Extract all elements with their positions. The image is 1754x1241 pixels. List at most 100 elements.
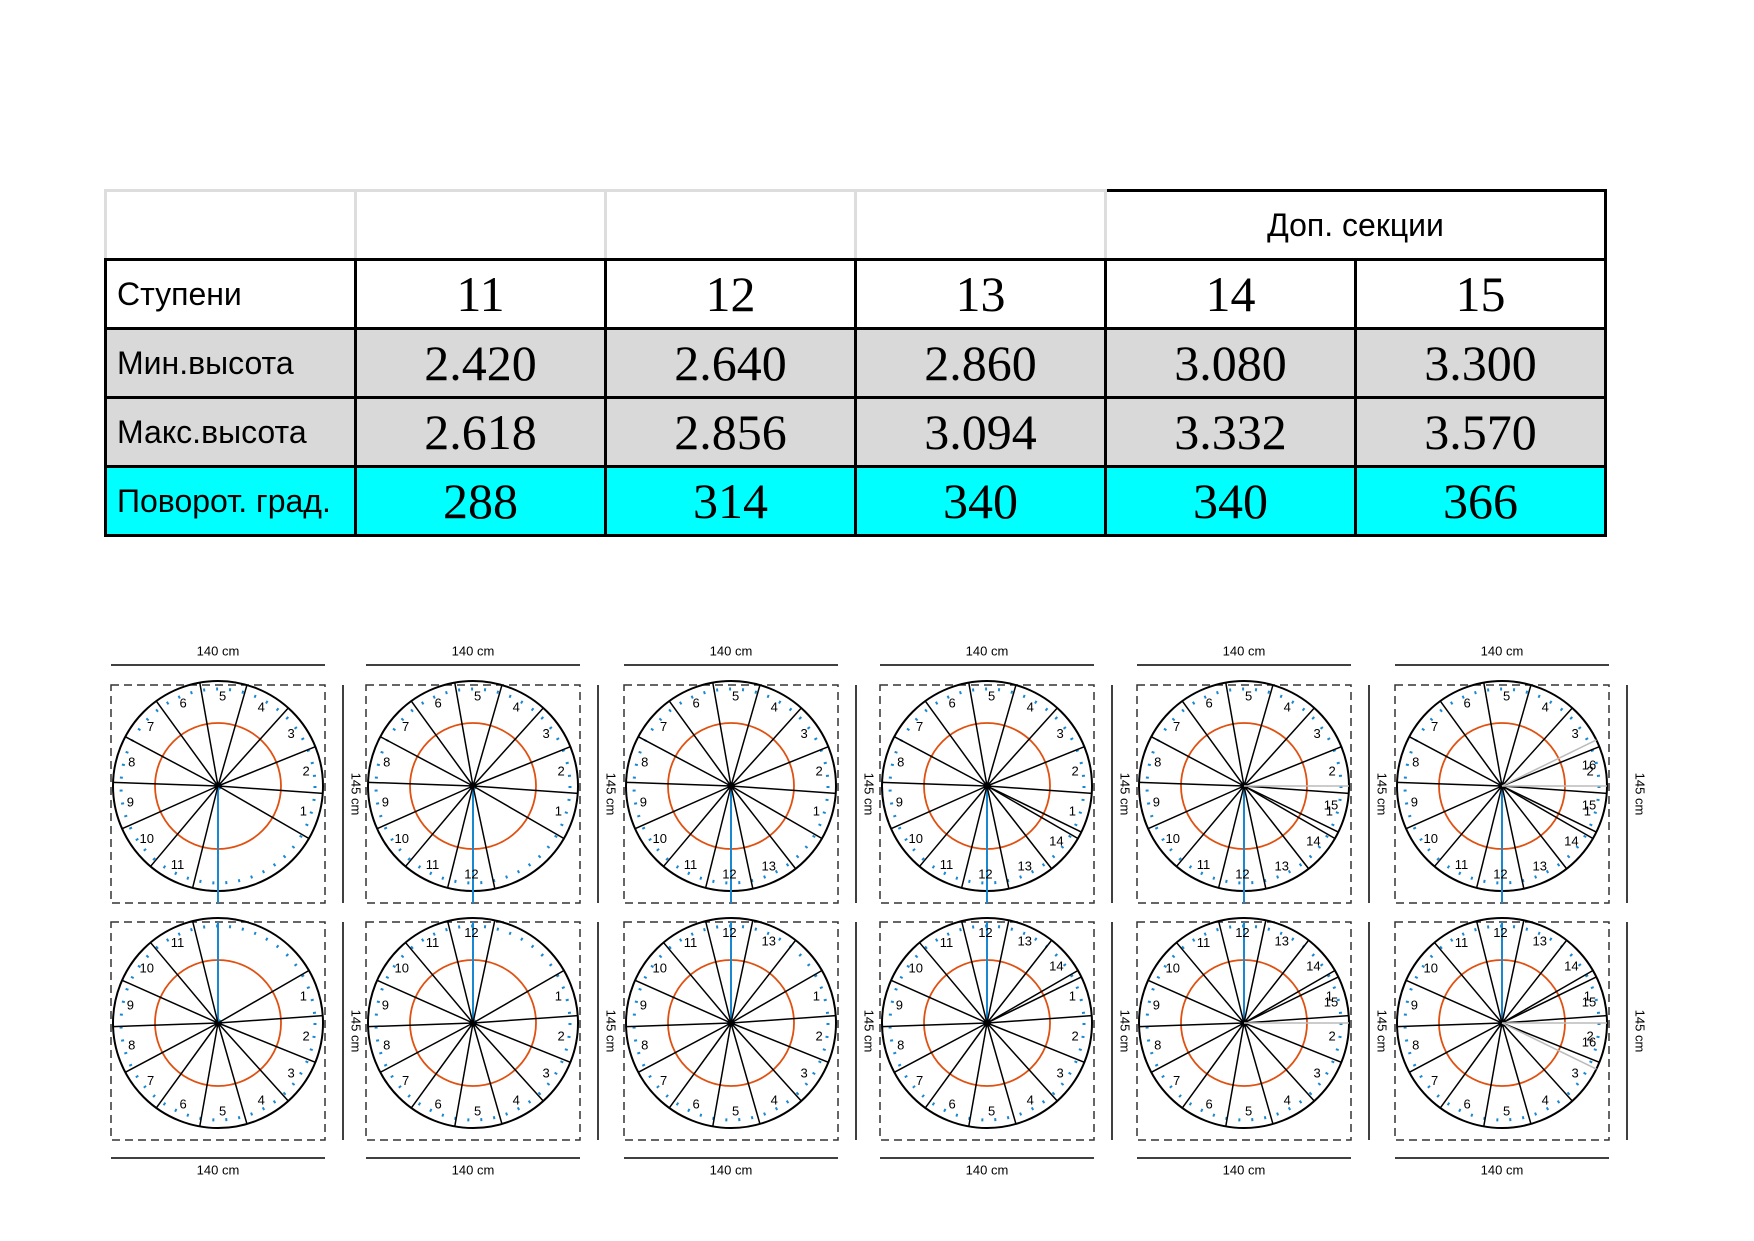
step-number: 10 (139, 831, 153, 846)
step-number: 4 (258, 699, 265, 714)
step-number: 6 (180, 695, 187, 710)
step-edge (730, 1022, 802, 1102)
step-edge (1181, 1022, 1245, 1109)
step-number: 14 (1306, 834, 1320, 849)
height-label: 145 cm (862, 773, 877, 816)
step-edge (986, 1014, 1092, 1024)
width-label: 140 cm (966, 643, 1009, 658)
step-edge (986, 684, 1017, 787)
step-number: 6 (693, 695, 700, 710)
step-edge (730, 1022, 829, 1064)
step-number: 5 (474, 688, 481, 703)
height-label: 145 cm (349, 1010, 364, 1053)
step-number: 3 (1056, 726, 1063, 741)
step-number: 14 (1564, 958, 1578, 973)
step-number: 4 (1542, 699, 1549, 714)
step-edge (968, 1022, 988, 1127)
width-label: 140 cm (1223, 1162, 1266, 1177)
step-number: 3 (1313, 726, 1320, 741)
blank-cell (354, 189, 607, 261)
step-number: 11 (940, 857, 954, 872)
width-label: 140 cm (710, 1162, 753, 1177)
step-edge (155, 700, 219, 787)
step-number: 12 (978, 925, 992, 940)
step-number: 3 (287, 1066, 294, 1081)
step-edge (924, 1022, 988, 1109)
step-edge (668, 1022, 732, 1109)
header-cell: Доп. секции (1104, 189, 1607, 261)
step-number: 2 (1072, 1028, 1079, 1043)
header-row: Доп. секции (104, 189, 1607, 261)
step-number: 11 (1197, 935, 1211, 950)
step-edge (1243, 785, 1339, 833)
step-edge (1501, 739, 1597, 787)
step-edge (1243, 969, 1336, 1024)
step-edge (472, 1014, 578, 1024)
step-number: 14 (1564, 834, 1578, 849)
step-number: 3 (800, 726, 807, 741)
step-number: 11 (684, 935, 698, 950)
step-edge (1150, 1022, 1245, 1073)
step-edge (155, 1022, 219, 1109)
step-edge (1243, 939, 1310, 1024)
step-number: 10 (394, 961, 408, 976)
step-number: 11 (171, 857, 185, 872)
step-number: 9 (127, 794, 134, 809)
step-number: 3 (1313, 1066, 1320, 1081)
step-number: 10 (1165, 961, 1179, 976)
step-number: 7 (916, 719, 923, 734)
step-number: 2 (558, 763, 565, 778)
step-edge (986, 976, 1082, 1024)
step-edge (1181, 700, 1245, 787)
step-number: 9 (382, 794, 389, 809)
step-number: 1 (1326, 988, 1333, 1003)
step-number: 11 (940, 935, 954, 950)
step-edge (704, 920, 732, 1024)
step-number: 8 (897, 1038, 904, 1053)
step-number: 7 (147, 719, 154, 734)
step-number: 6 (1464, 1097, 1471, 1112)
step-edge (1405, 785, 1503, 830)
step-edge (199, 1022, 219, 1127)
value-cell: 14 (1104, 258, 1357, 330)
step-number: 9 (640, 794, 647, 809)
step-number: 2 (1329, 763, 1336, 778)
step-number: 7 (402, 719, 409, 734)
step-number: 12 (1235, 925, 1249, 940)
step-number: 8 (383, 1038, 390, 1053)
step-number: 1 (1584, 988, 1591, 1003)
step-edge (1501, 785, 1594, 840)
step-number: 1 (300, 804, 307, 819)
step-edge (217, 785, 323, 795)
step-edge (730, 785, 797, 870)
step-number: 16 (1582, 757, 1596, 772)
step-edge (1243, 745, 1342, 787)
step-edge (918, 942, 988, 1024)
step-edge (1501, 707, 1573, 787)
step-edge (730, 684, 761, 787)
step-number: 12 (1493, 925, 1507, 940)
step-number: 5 (1503, 688, 1510, 703)
step-edge (1175, 942, 1245, 1024)
step-edge (986, 785, 1092, 795)
step-edge (1408, 1022, 1503, 1073)
step-number: 14 (1049, 834, 1063, 849)
step-number: 3 (1056, 1066, 1063, 1081)
step-number: 1 (1069, 804, 1076, 819)
step-edge (1501, 976, 1597, 1024)
step-number: 1 (1069, 988, 1076, 1003)
step-edge (1397, 781, 1503, 787)
step-edge (217, 745, 316, 787)
step-number: 12 (1493, 867, 1507, 882)
row-label: Поворот. град. (104, 465, 357, 537)
step-edge (472, 785, 496, 889)
step-edge (1433, 942, 1503, 1024)
step-edge (1475, 920, 1503, 1024)
step-number: 4 (1027, 699, 1034, 714)
step-edge (1501, 684, 1532, 787)
step-edge (960, 920, 988, 1024)
step-number: 15 (1582, 798, 1596, 813)
step-edge (410, 700, 474, 787)
step-number: 15 (1324, 994, 1338, 1009)
step-edge (376, 785, 474, 830)
